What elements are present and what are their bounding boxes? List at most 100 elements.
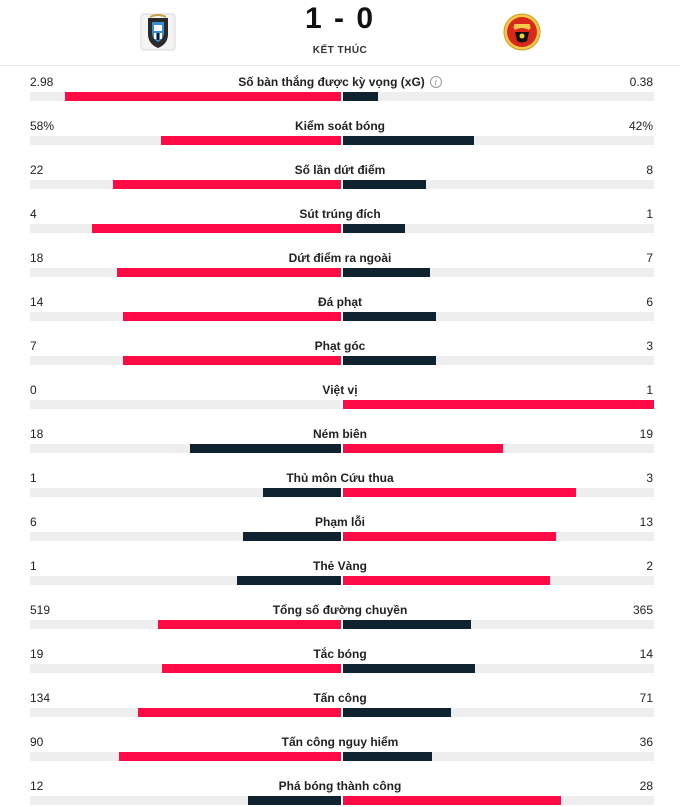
stat-label-text: Tấn công	[313, 691, 367, 705]
away-stat-track	[343, 444, 654, 453]
stat-label-text: Phạm lỗi	[314, 515, 365, 529]
stat-label-text: Tấn công nguy hiểm	[281, 735, 399, 749]
stat-label: Kiểm soát bóng	[0, 119, 680, 133]
home-stat-track	[30, 488, 341, 497]
away-stat-value: 7	[646, 251, 653, 265]
stat-row: 1 Thủ môn Cứu thua 3	[0, 462, 680, 506]
stat-row: 1 Thẻ Vàng 2	[0, 550, 680, 594]
stat-row: 90 Tấn công nguy hiểm 36	[0, 726, 680, 770]
away-stat-bar	[343, 532, 556, 541]
home-stat-bar	[161, 136, 341, 145]
home-stat-bar	[248, 796, 341, 805]
away-stat-track	[343, 312, 654, 321]
away-stat-value: 14	[639, 647, 653, 661]
stat-label: Phạt góc	[0, 339, 680, 353]
info-icon[interactable]: i	[429, 76, 442, 88]
stat-label: Thẻ Vàng	[0, 559, 680, 573]
home-stat-bar	[117, 268, 341, 277]
away-stat-value: 71	[639, 691, 653, 705]
away-stat-bar	[343, 576, 550, 585]
stat-label: Tấn công nguy hiểm	[0, 735, 680, 749]
home-stat-bar	[113, 180, 341, 189]
stat-row: 0 Việt vị 1	[0, 374, 680, 418]
away-stat-value: 1	[646, 207, 653, 221]
stat-row: 58% Kiểm soát bóng 42%	[0, 110, 680, 154]
home-stat-value: 134	[30, 691, 51, 705]
home-stat-value: 22	[30, 163, 44, 177]
stat-row: 18 Dứt điểm ra ngoài 7	[0, 242, 680, 286]
home-stat-bar	[92, 224, 341, 233]
stat-label: Việt vị	[0, 383, 680, 397]
home-stat-bar	[119, 752, 341, 761]
stat-row: 134 Tấn công 71	[0, 682, 680, 726]
home-stat-bar	[138, 708, 341, 717]
home-stat-value: 12	[30, 779, 44, 793]
home-stat-track	[30, 620, 341, 629]
stat-label-text: Đá phạt	[317, 295, 362, 309]
stat-label: Tắc bóng	[0, 647, 680, 661]
stat-label-text: Ném biên	[312, 427, 367, 441]
away-stat-value: 6	[646, 295, 653, 309]
home-stat-track	[30, 224, 341, 233]
away-stat-bar	[343, 268, 430, 277]
match-status: KẾT THÚC	[312, 45, 368, 56]
newcastle-crest-icon[interactable]	[138, 12, 178, 52]
home-stat-value: 7	[30, 339, 37, 353]
home-stat-track	[30, 664, 341, 673]
home-stat-track	[30, 400, 341, 409]
home-stat-track	[30, 576, 341, 585]
home-stat-value: 1	[30, 471, 37, 485]
home-stat-track	[30, 136, 341, 145]
away-stat-track	[343, 708, 654, 717]
away-stat-bar	[343, 92, 378, 101]
stat-label-text: Sút trúng đích	[299, 207, 381, 221]
home-stat-bar	[243, 532, 341, 541]
away-stat-track	[343, 620, 654, 629]
home-stat-value: 58%	[30, 119, 55, 133]
away-stat-value: 365	[632, 603, 653, 617]
away-stat-track	[343, 224, 654, 233]
away-stat-value: 3	[646, 339, 653, 353]
away-stat-value: 1	[646, 383, 653, 397]
away-stat-bar	[343, 708, 451, 717]
away-stat-bar	[343, 796, 561, 805]
stat-row: 2.98 Số bàn thắng được kỳ vọng (xG) i 0.38	[0, 66, 680, 110]
away-stat-value: 0.38	[629, 75, 653, 89]
stat-row: 6 Phạm lỗi 13	[0, 506, 680, 550]
stats-list: 2.98 Số bàn thắng được kỳ vọng (xG) i 0.38 5…	[0, 66, 680, 807]
home-stat-value: 6	[30, 515, 37, 529]
home-stat-bar	[158, 620, 341, 629]
away-stat-track	[343, 664, 654, 673]
away-stat-bar	[343, 444, 503, 453]
away-stat-bar	[343, 400, 654, 409]
away-stat-track	[343, 400, 654, 409]
stat-row: 18 Ném biên 19	[0, 418, 680, 462]
stat-row: 519 Tổng số đường chuyền 365	[0, 594, 680, 638]
home-stat-track	[30, 92, 341, 101]
home-stat-track	[30, 532, 341, 541]
stat-label-text: Số bàn thắng được kỳ vọng (xG)	[238, 75, 425, 89]
home-stat-bar	[65, 92, 341, 101]
stat-row: 14 Đá phạt 6	[0, 286, 680, 330]
away-stat-track	[343, 92, 654, 101]
away-stat-bar	[343, 312, 436, 321]
stat-label-text: Phạt góc	[314, 339, 366, 353]
stat-label: Đá phạt	[0, 295, 680, 309]
away-stat-track	[343, 268, 654, 277]
home-stat-bar	[123, 356, 341, 365]
home-stat-value: 0	[30, 383, 37, 397]
away-stat-value: 8	[646, 163, 653, 177]
away-stat-bar	[343, 752, 432, 761]
stat-label-text: Kiểm soát bóng	[294, 119, 385, 133]
home-stat-track	[30, 180, 341, 189]
away-stat-value: 19	[639, 427, 653, 441]
away-stat-bar	[343, 488, 576, 497]
stat-label: Ném biên	[0, 427, 680, 441]
divider	[0, 65, 680, 66]
home-stat-value: 14	[30, 295, 44, 309]
away-stat-track	[343, 576, 654, 585]
away-stat-bar	[343, 664, 475, 673]
stat-label-text: Việt vị	[322, 383, 358, 397]
away-stat-bar	[343, 180, 426, 189]
man-utd-crest-icon[interactable]	[502, 12, 542, 52]
